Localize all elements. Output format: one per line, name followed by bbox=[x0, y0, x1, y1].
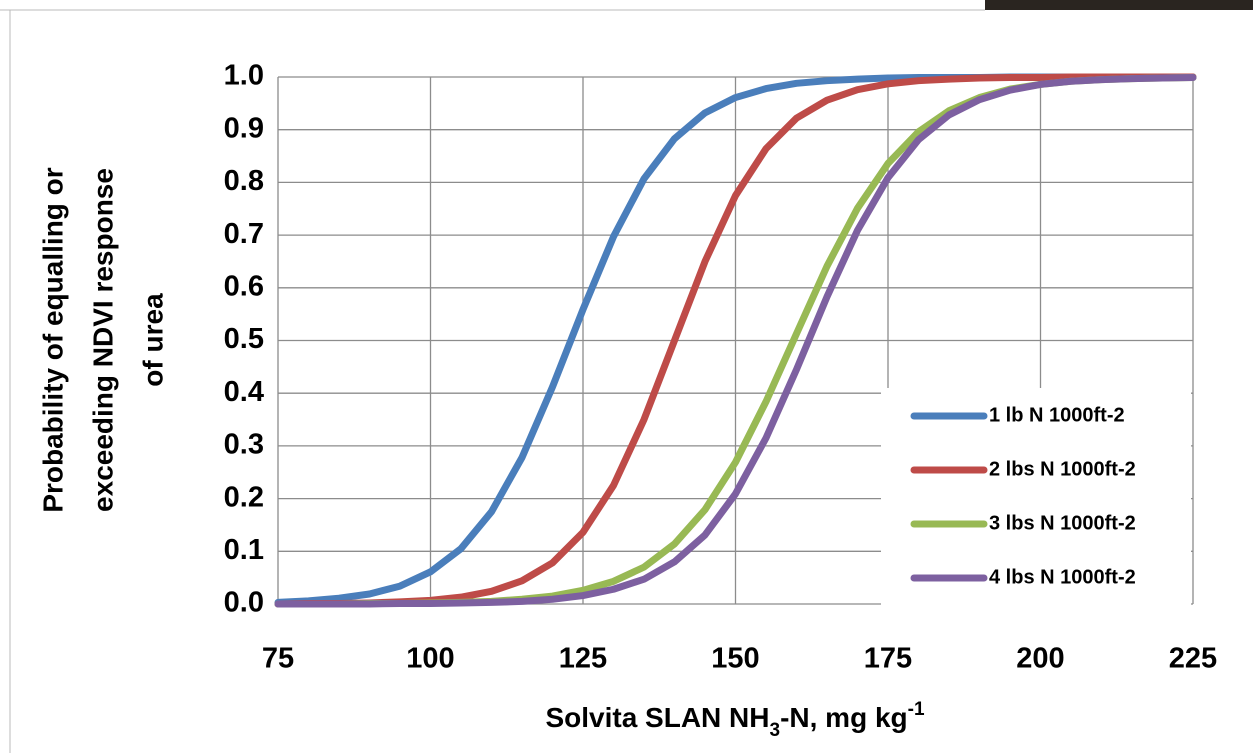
y-tick-label: 0.4 bbox=[224, 376, 264, 408]
y-tick-label: 0.8 bbox=[224, 165, 264, 197]
y-tick-label: 0.5 bbox=[224, 323, 264, 355]
x-tick-label: 200 bbox=[1016, 643, 1064, 675]
y-tick-label: 1.0 bbox=[224, 60, 264, 92]
x-title-part: -N, mg kg bbox=[780, 702, 908, 733]
y-tick-label: 0.3 bbox=[224, 429, 264, 461]
legend-label: 4 lbs N 1000ft-2 bbox=[989, 566, 1136, 588]
x-tick-label: 175 bbox=[864, 643, 912, 675]
corner-image bbox=[985, 0, 1253, 10]
legend-label: 1 lb N 1000ft-2 bbox=[989, 404, 1125, 426]
x-title-part: Solvita SLAN NH bbox=[545, 702, 769, 733]
y-axis-title: Probability of equalling or bbox=[37, 167, 68, 512]
y-axis-title: exceeding NDVI response bbox=[87, 168, 118, 512]
y-tick-label: 0.0 bbox=[224, 587, 264, 619]
x-title-sub: 3 bbox=[769, 720, 780, 741]
y-tick-label: 0.7 bbox=[224, 218, 264, 250]
x-tick-label: 225 bbox=[1169, 643, 1217, 675]
plot-lines bbox=[274, 73, 1197, 608]
x-tick-label: 150 bbox=[711, 643, 759, 675]
legend-label: 2 lbs N 1000ft-2 bbox=[989, 458, 1136, 480]
x-tick-label: 75 bbox=[262, 643, 294, 675]
y-tick-label: 0.2 bbox=[224, 481, 264, 513]
x-title-sup: -1 bbox=[908, 699, 925, 720]
x-axis-title: Solvita SLAN NH3-N, mg kg-1 bbox=[545, 699, 924, 741]
y-axis-title: of urea bbox=[137, 293, 168, 387]
x-tick-label: 125 bbox=[559, 643, 607, 675]
legend: 1 lb N 1000ft-2 2 lbs N 1000ft-2 3 lbs N 1… bbox=[881, 388, 1191, 614]
legend-label: 3 lbs N 1000ft-2 bbox=[989, 512, 1136, 534]
y-tick-label: 0.1 bbox=[224, 534, 264, 566]
x-tick-label: 100 bbox=[406, 643, 454, 675]
y-tick-label: 0.6 bbox=[224, 270, 264, 302]
y-tick-label: 0.9 bbox=[224, 112, 264, 144]
series-line bbox=[274, 74, 1197, 608]
axis-labels: 0.0 0.1 0.2 0.3 0.4 0.5 0.6 0.7 0.8 0.9 1.0 75 100 12… bbox=[37, 60, 1217, 675]
